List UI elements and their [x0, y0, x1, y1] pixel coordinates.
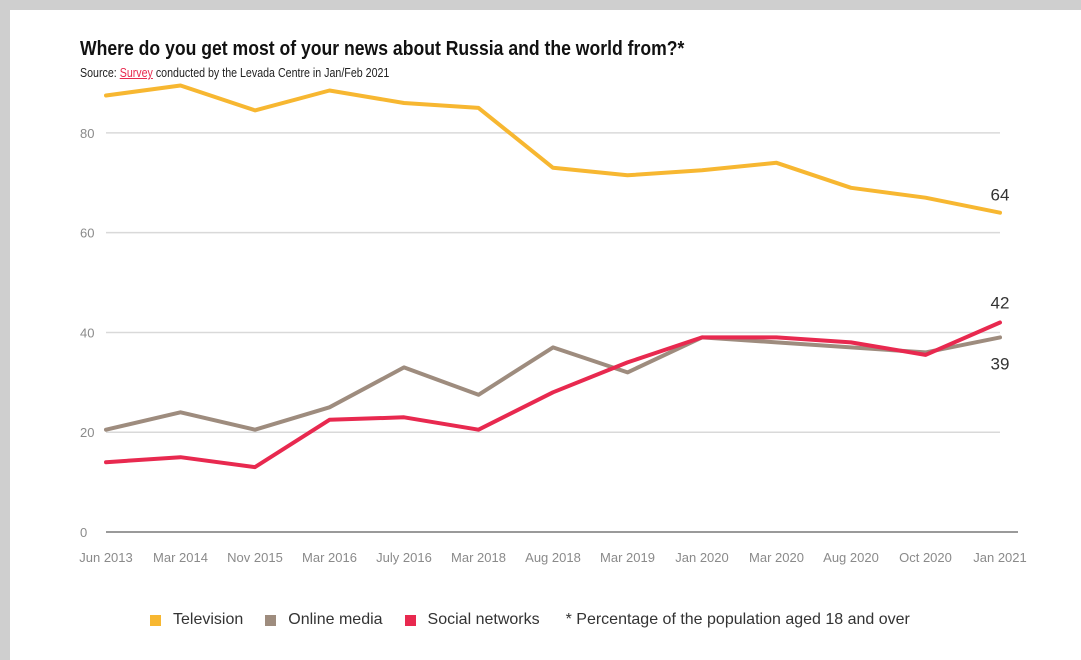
x-tick-label: Oct 2020	[899, 550, 952, 565]
data-label-television: 64	[991, 186, 1010, 205]
x-tick-label: Mar 2016	[302, 550, 357, 565]
x-tick-label: July 2016	[376, 550, 432, 565]
x-tick-label: Mar 2018	[451, 550, 506, 565]
x-tick-label: Aug 2018	[525, 550, 581, 565]
x-tick-label: Mar 2019	[600, 550, 655, 565]
y-tick-label: 40	[80, 325, 94, 340]
x-tick-label: Mar 2014	[153, 550, 208, 565]
legend-label-social-networks: Social networks	[427, 611, 540, 628]
legend-swatch-social-networks	[404, 614, 416, 626]
legend-label-online-media: Online media	[288, 611, 383, 628]
legend-swatch-online-media	[265, 614, 277, 626]
line-chart: 0 20 40 60 80 Jun 2013 Mar 2014 Nov 2015 Mar 201…	[79, 83, 1027, 565]
data-label-social-networks: 42	[991, 293, 1010, 312]
chart-title: Where do you get most of your news about…	[80, 38, 685, 60]
y-tick-label: 60	[80, 226, 94, 241]
legend-swatch-television	[150, 614, 161, 626]
series-line-television	[104, 83, 1002, 215]
x-tick-label: Aug 2020	[823, 550, 879, 565]
x-tick-label: Mar 2020	[749, 550, 804, 565]
series-line-social-networks	[104, 320, 1002, 470]
series-line-online-media	[104, 335, 1002, 432]
x-tick-label: Jun 2013	[79, 550, 133, 565]
legend-item-online-media[interactable]: Online media	[265, 611, 383, 629]
y-tick-label: 80	[80, 126, 94, 141]
legend-footnote: * Percentage of the population aged 18 a…	[565, 611, 910, 628]
legend: Television Online media Social networks …	[150, 611, 910, 629]
y-tick-label: 0	[80, 525, 87, 540]
x-tick-label: Jan 2020	[675, 550, 729, 565]
survey-link[interactable]: Survey	[119, 65, 153, 80]
data-label-online-media: 39	[991, 354, 1010, 373]
legend-label-television: Television	[173, 611, 244, 628]
legend-item-television[interactable]: Television	[150, 611, 243, 629]
x-tick-label: Nov 2015	[227, 550, 283, 565]
legend-item-social-networks[interactable]: Social networks	[404, 611, 540, 629]
source-prefix: Source:	[80, 65, 120, 80]
source-suffix: conducted by the Levada Centre in Jan/Fe…	[152, 65, 390, 80]
x-tick-label: Jan 2021	[973, 550, 1027, 565]
y-tick-label: 20	[80, 425, 94, 440]
chart-source: Source: Survey conducted by the Levada C…	[80, 65, 389, 80]
